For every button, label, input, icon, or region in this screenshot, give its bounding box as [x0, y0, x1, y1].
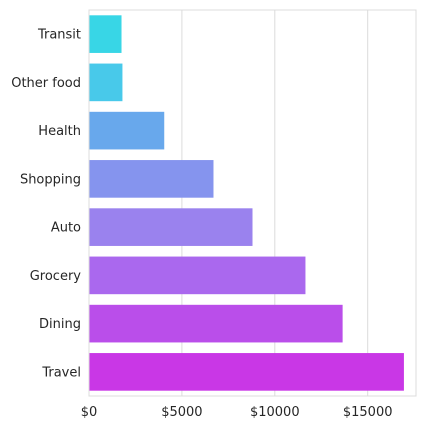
x-tick-labels: $0 $5000 $10000 $15000 — [81, 405, 393, 420]
category-labels: Transit Other food Health Shopping Auto Groce… — [11, 28, 81, 381]
category-label: Other food — [11, 76, 81, 91]
x-tick-label: $10000 — [250, 405, 300, 420]
category-label: Auto — [51, 221, 81, 236]
category-label: Dining — [39, 317, 81, 332]
bars — [89, 15, 404, 391]
category-label: Travel — [41, 365, 81, 380]
bar — [89, 353, 404, 391]
bar — [89, 63, 123, 102]
bar — [89, 160, 214, 198]
x-tick-label: $0 — [81, 405, 98, 420]
bar — [89, 256, 306, 295]
category-label: Shopping — [20, 172, 81, 187]
x-tick-label: $5000 — [161, 405, 202, 420]
bar — [89, 208, 253, 246]
x-tick-label: $15000 — [343, 405, 393, 420]
bar — [89, 111, 165, 150]
category-label: Health — [38, 124, 81, 139]
plot-frame — [88, 9, 417, 397]
bar — [89, 304, 343, 343]
bar — [89, 15, 122, 53]
category-label: Grocery — [30, 269, 82, 284]
category-label: Transit — [37, 28, 81, 43]
